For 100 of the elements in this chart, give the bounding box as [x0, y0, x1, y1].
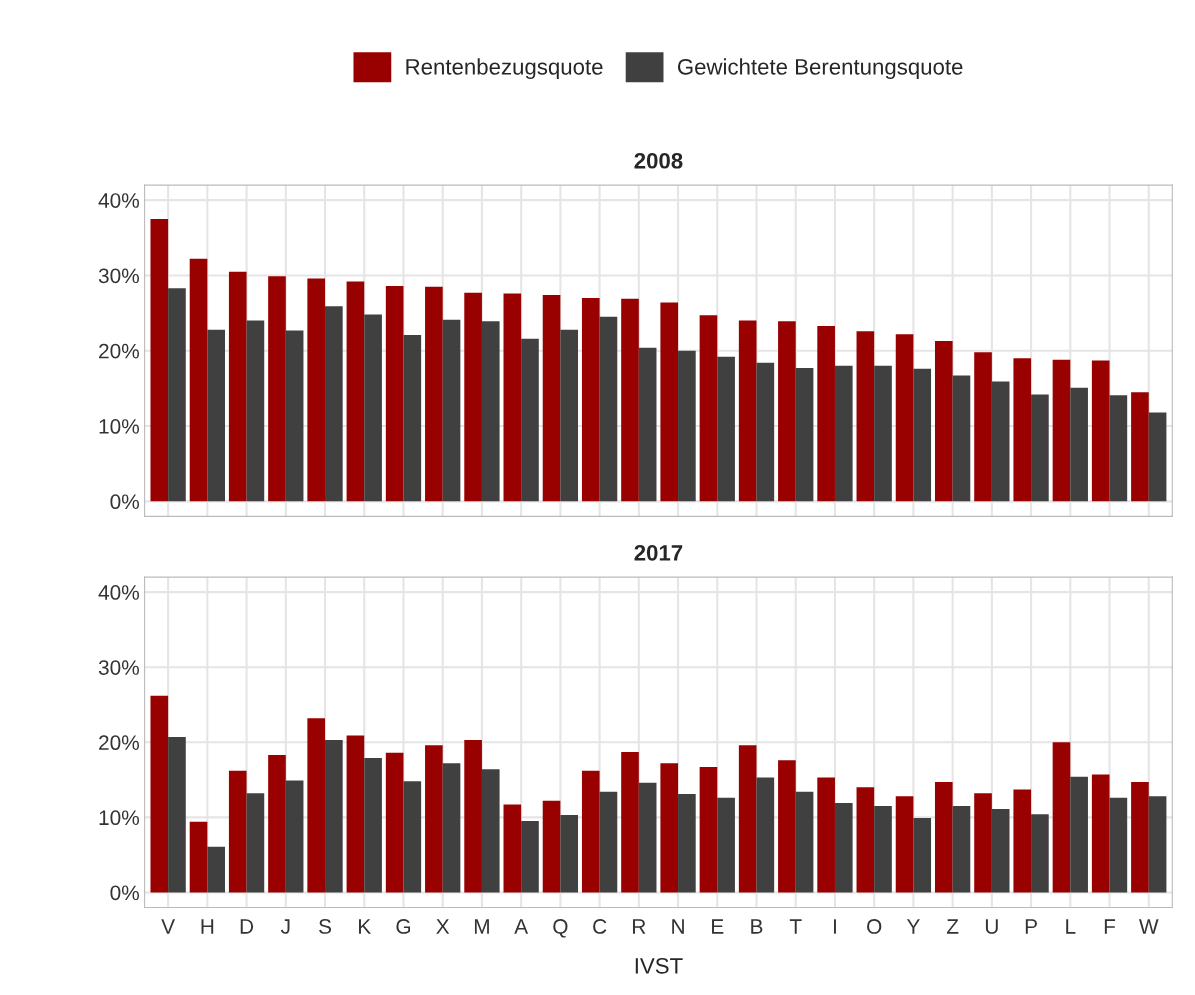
legend-label: Gewichtete Berentungsquote — [677, 58, 963, 80]
bar — [1091, 774, 1110, 893]
bar — [385, 752, 404, 893]
bar — [325, 306, 343, 502]
bar — [403, 334, 422, 502]
bar — [403, 781, 422, 893]
bar — [228, 770, 247, 893]
bar — [778, 760, 796, 893]
x-tick-label: A — [514, 919, 529, 934]
y-tick-label: 0% — [110, 885, 139, 901]
bar — [895, 796, 914, 893]
bar — [346, 735, 365, 893]
bar — [1013, 789, 1032, 893]
bar — [638, 347, 657, 502]
x-tick-label: Z — [946, 919, 959, 934]
x-tick-label: D — [240, 919, 254, 934]
bar — [307, 278, 326, 502]
bar — [1091, 360, 1110, 502]
bar — [717, 797, 735, 893]
chart-title: 2008 — [634, 152, 683, 169]
bar — [599, 791, 618, 893]
x-tick-label: B — [751, 919, 763, 934]
bar — [364, 758, 382, 893]
y-tick-label: 40% — [98, 585, 139, 600]
bar — [738, 320, 757, 502]
bar — [246, 320, 265, 502]
bar — [1148, 412, 1167, 502]
bar — [699, 315, 718, 502]
x-tick-label: W — [1139, 919, 1159, 934]
bar — [1031, 394, 1049, 502]
bar — [246, 793, 265, 893]
bar — [560, 815, 579, 893]
bar — [795, 368, 814, 502]
bar — [464, 740, 482, 893]
bar — [442, 319, 461, 502]
bar — [599, 316, 618, 502]
bar — [834, 365, 853, 502]
bar — [1131, 392, 1149, 502]
bar — [795, 791, 814, 893]
bar — [834, 803, 853, 893]
bar — [268, 276, 286, 502]
bar — [1031, 814, 1049, 893]
bar — [207, 329, 226, 502]
bar — [874, 806, 892, 893]
bar — [738, 745, 757, 893]
bar — [817, 777, 835, 893]
y-tick-label: 40% — [98, 193, 139, 208]
bar — [678, 350, 696, 502]
bar — [285, 330, 304, 502]
x-tick-label: V — [161, 919, 175, 934]
bar — [756, 777, 775, 893]
bar — [442, 763, 461, 893]
bar — [168, 288, 186, 502]
bar — [1052, 359, 1071, 502]
y-tick-label: 10% — [99, 810, 139, 826]
bar — [481, 769, 500, 893]
y-tick-label: 30% — [98, 660, 139, 675]
x-tick-label: X — [436, 919, 450, 934]
x-tick-label: H — [201, 919, 214, 934]
bar — [503, 804, 522, 893]
chart-title: 2017 — [634, 544, 683, 561]
x-tick-label: E — [712, 919, 724, 934]
y-tick-label: 30% — [98, 268, 139, 284]
bar — [660, 302, 679, 502]
bar — [934, 782, 953, 893]
bar — [560, 329, 579, 502]
bar — [581, 298, 600, 502]
bar — [1148, 796, 1167, 893]
bar — [425, 286, 443, 502]
bar — [189, 258, 208, 502]
bar — [874, 365, 892, 502]
y-tick-label: 10% — [99, 419, 139, 434]
x-tick-label: C — [593, 919, 607, 934]
bar — [385, 285, 404, 502]
bar — [1070, 387, 1088, 502]
bar — [638, 782, 657, 893]
bar — [521, 338, 539, 502]
bar — [660, 763, 679, 893]
x-tick-label: I — [833, 919, 836, 934]
bar — [621, 298, 639, 502]
bar — [1052, 742, 1071, 893]
bar — [364, 314, 382, 502]
bar — [503, 293, 522, 502]
bar — [325, 740, 343, 893]
bar — [189, 821, 208, 893]
x-tick-label: N — [672, 919, 684, 934]
bar — [150, 695, 169, 893]
y-tick-label: 20% — [99, 343, 139, 359]
bar — [913, 818, 932, 893]
bar — [856, 787, 875, 893]
bar — [778, 321, 796, 502]
x-axis-title: IVST — [635, 958, 683, 974]
bar — [856, 331, 875, 502]
bar — [228, 271, 247, 502]
x-tick-label: L — [1066, 919, 1076, 934]
bar — [699, 767, 718, 893]
bar — [285, 780, 304, 893]
bar — [425, 745, 443, 893]
y-tick-label: 0% — [110, 494, 139, 510]
bar — [1109, 395, 1128, 502]
